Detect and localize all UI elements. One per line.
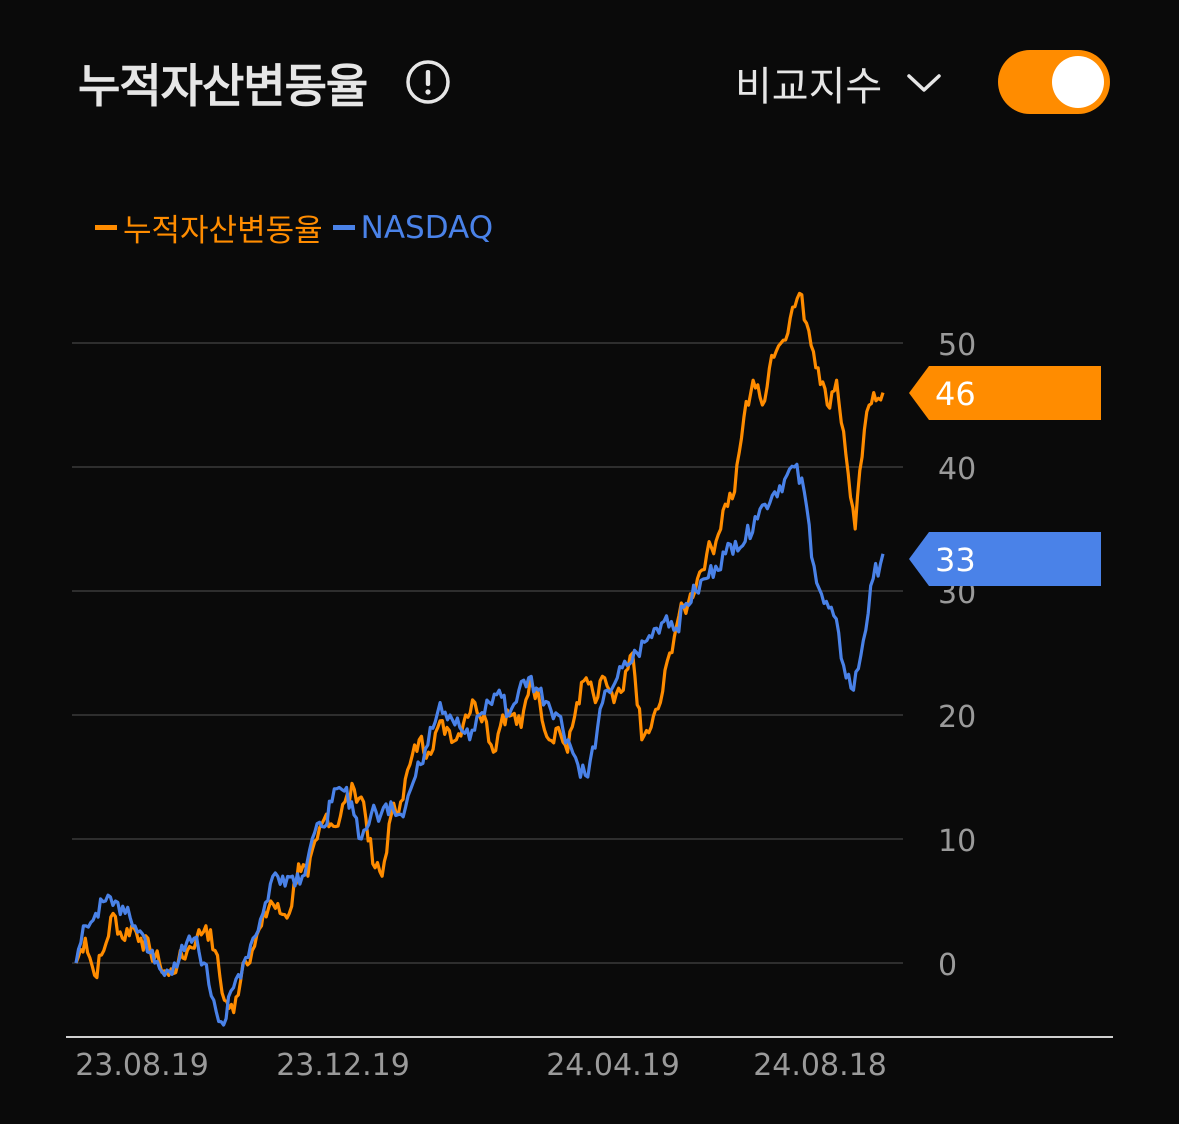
series-line-nasdaq bbox=[74, 462, 885, 1027]
legend-swatch-fund bbox=[95, 225, 117, 230]
y-tick-label-50: 50 bbox=[938, 328, 976, 363]
value-tag-fund bbox=[909, 366, 1101, 420]
legend-label-fund: 누적자산변동율 bbox=[123, 213, 323, 249]
series-line-fund bbox=[74, 291, 885, 1015]
y-tick-label-10: 10 bbox=[938, 824, 976, 859]
x-tick-label-2: 24.04.19 bbox=[546, 1048, 680, 1083]
chart-header: 누적자산변동율 비교지수 bbox=[0, 0, 1179, 170]
compare-index-label: 비교지수 bbox=[735, 64, 883, 110]
chevron-down-icon bbox=[907, 74, 941, 92]
legend-item-fund: 누적자산변동율 bbox=[95, 205, 323, 250]
page-title: 누적자산변동율 bbox=[78, 59, 368, 113]
info-circle-icon[interactable] bbox=[405, 59, 451, 105]
legend-label-nasdaq: NASDAQ bbox=[360, 209, 494, 246]
value-tag-nasdaq bbox=[909, 532, 1101, 586]
legend-item-nasdaq: NASDAQ bbox=[332, 209, 494, 246]
y-tick-label-40: 40 bbox=[938, 452, 976, 487]
x-tick-label-1: 23.12.19 bbox=[276, 1048, 410, 1083]
x-tick-label-3: 24.08.18 bbox=[753, 1048, 887, 1083]
compare-index-toggle[interactable] bbox=[998, 50, 1110, 114]
legend-swatch-nasdaq bbox=[332, 225, 355, 230]
value-tag-label-nasdaq: 33 bbox=[935, 541, 976, 579]
toggle-knob bbox=[1052, 56, 1104, 108]
value-tag-label-fund: 46 bbox=[935, 375, 976, 413]
x-tick-label-0: 23.08.19 bbox=[75, 1048, 209, 1083]
chart-legend: 누적자산변동율 NASDAQ bbox=[95, 205, 503, 250]
y-tick-label-0: 0 bbox=[938, 948, 957, 983]
compare-index-dropdown[interactable]: 비교지수 bbox=[735, 54, 942, 112]
y-tick-label-20: 20 bbox=[938, 700, 976, 735]
